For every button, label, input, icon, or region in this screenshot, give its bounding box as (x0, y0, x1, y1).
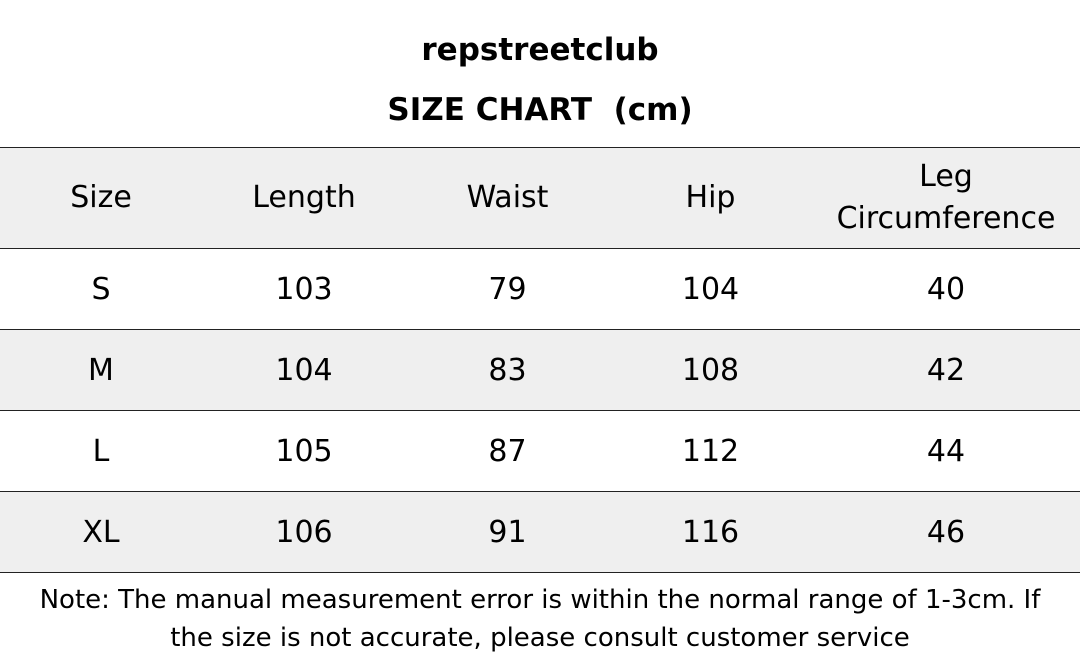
note-line-2: the size is not accurate, please consult… (170, 623, 910, 653)
cell-leg: 40 (812, 248, 1080, 330)
cell-hip: 116 (609, 491, 812, 573)
cell-hip: 104 (609, 248, 812, 330)
cell-length: 104 (202, 329, 406, 411)
cell-waist: 87 (406, 410, 609, 492)
header-leg-line2: Circumference (836, 201, 1056, 236)
cell-waist: 83 (406, 329, 609, 411)
cell-waist: 79 (406, 248, 609, 330)
table-row: S 103 79 104 40 (0, 248, 1080, 330)
header-leg-line1: Leg (919, 159, 973, 194)
size-table: Size Length Waist Hip Leg Circumference … (0, 147, 1080, 573)
header-leg-circumference: Leg Circumference (812, 147, 1080, 249)
cell-hip: 108 (609, 329, 812, 411)
cell-leg: 46 (812, 491, 1080, 573)
header-size: Size (0, 147, 202, 249)
table-row: M 104 83 108 42 (0, 329, 1080, 411)
cell-size: XL (0, 491, 202, 573)
table-row: XL 106 91 116 46 (0, 491, 1080, 573)
cell-length: 105 (202, 410, 406, 492)
header-length: Length (202, 147, 406, 249)
cell-size: L (0, 410, 202, 492)
cell-waist: 91 (406, 491, 609, 573)
chart-title: SIZE CHART (cm) (387, 92, 693, 128)
brand-name: repstreetclub (421, 32, 659, 68)
cell-size: M (0, 329, 202, 411)
table-row: L 105 87 112 44 (0, 410, 1080, 492)
measurement-note: Note: The manual measurement error is wi… (0, 581, 1080, 657)
cell-leg: 44 (812, 410, 1080, 492)
table-header: Size Length Waist Hip Leg Circumference (0, 147, 1080, 249)
cell-size: S (0, 248, 202, 330)
header-row: Size Length Waist Hip Leg Circumference (0, 147, 1080, 249)
header-waist: Waist (406, 147, 609, 249)
table-body: S 103 79 104 40 M 104 83 108 42 L 105 87… (0, 248, 1080, 573)
note-line-1: Note: The manual measurement error is wi… (39, 585, 1041, 615)
cell-length: 106 (202, 491, 406, 573)
cell-length: 103 (202, 248, 406, 330)
cell-leg: 42 (812, 329, 1080, 411)
cell-hip: 112 (609, 410, 812, 492)
header-hip: Hip (609, 147, 812, 249)
